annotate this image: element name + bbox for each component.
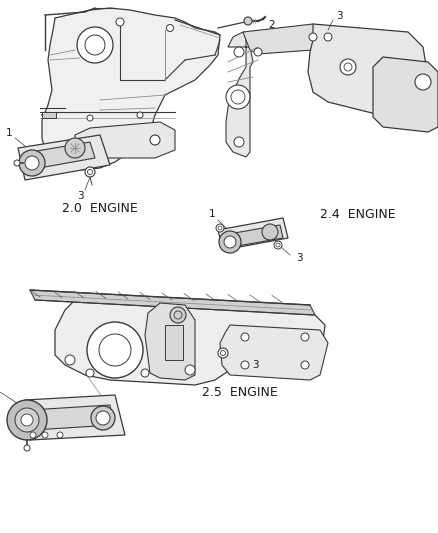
Circle shape (170, 307, 186, 323)
Circle shape (244, 17, 252, 25)
Polygon shape (226, 32, 253, 157)
Text: 3: 3 (77, 191, 83, 201)
Text: 2.0  ENGINE: 2.0 ENGINE (62, 201, 138, 214)
Circle shape (150, 135, 160, 145)
Text: 3: 3 (252, 360, 258, 370)
Circle shape (137, 112, 143, 118)
Circle shape (87, 322, 143, 378)
Circle shape (301, 361, 309, 369)
Circle shape (216, 224, 224, 232)
Circle shape (87, 115, 93, 121)
Circle shape (218, 348, 228, 358)
Text: 1: 1 (208, 209, 215, 219)
Polygon shape (30, 405, 113, 430)
Circle shape (234, 47, 244, 57)
Circle shape (15, 408, 39, 432)
Circle shape (324, 33, 332, 41)
Circle shape (415, 74, 431, 90)
Polygon shape (220, 325, 328, 380)
Circle shape (219, 231, 241, 253)
Polygon shape (308, 24, 428, 117)
Circle shape (24, 445, 30, 451)
Circle shape (57, 432, 63, 438)
Circle shape (241, 361, 249, 369)
Text: 2: 2 (268, 20, 275, 30)
Circle shape (96, 411, 110, 425)
Polygon shape (145, 303, 195, 380)
Circle shape (7, 400, 47, 440)
Circle shape (234, 137, 244, 147)
Circle shape (116, 18, 124, 26)
Polygon shape (42, 112, 56, 118)
Circle shape (309, 33, 317, 41)
Polygon shape (18, 135, 110, 180)
Circle shape (19, 150, 45, 176)
Circle shape (262, 224, 278, 240)
Circle shape (301, 333, 309, 341)
Circle shape (224, 236, 236, 248)
Circle shape (85, 140, 95, 150)
Polygon shape (223, 225, 283, 248)
Polygon shape (218, 218, 288, 250)
Circle shape (226, 85, 250, 109)
Circle shape (25, 156, 39, 170)
Circle shape (14, 160, 20, 166)
Polygon shape (75, 122, 175, 158)
Circle shape (77, 27, 113, 63)
Polygon shape (25, 395, 125, 440)
Circle shape (340, 59, 356, 75)
Circle shape (85, 167, 95, 177)
Circle shape (30, 432, 36, 438)
Circle shape (91, 406, 115, 430)
Polygon shape (243, 24, 333, 54)
Polygon shape (25, 142, 95, 170)
Text: 1: 1 (5, 128, 12, 138)
Text: 2.4  ENGINE: 2.4 ENGINE (320, 208, 396, 222)
Circle shape (185, 365, 195, 375)
Circle shape (274, 241, 282, 249)
Circle shape (42, 432, 48, 438)
Circle shape (21, 414, 33, 426)
Circle shape (65, 138, 85, 158)
Circle shape (254, 48, 262, 56)
Polygon shape (55, 295, 325, 385)
Circle shape (241, 333, 249, 341)
Circle shape (86, 369, 94, 377)
Circle shape (166, 25, 173, 31)
Circle shape (141, 369, 149, 377)
Circle shape (65, 355, 75, 365)
Polygon shape (30, 290, 315, 315)
Bar (165, 325, 183, 360)
Text: 2.5  ENGINE: 2.5 ENGINE (202, 386, 278, 400)
Text: 3: 3 (336, 11, 343, 21)
Polygon shape (42, 8, 220, 170)
Polygon shape (373, 57, 438, 132)
Text: 3: 3 (296, 253, 303, 263)
